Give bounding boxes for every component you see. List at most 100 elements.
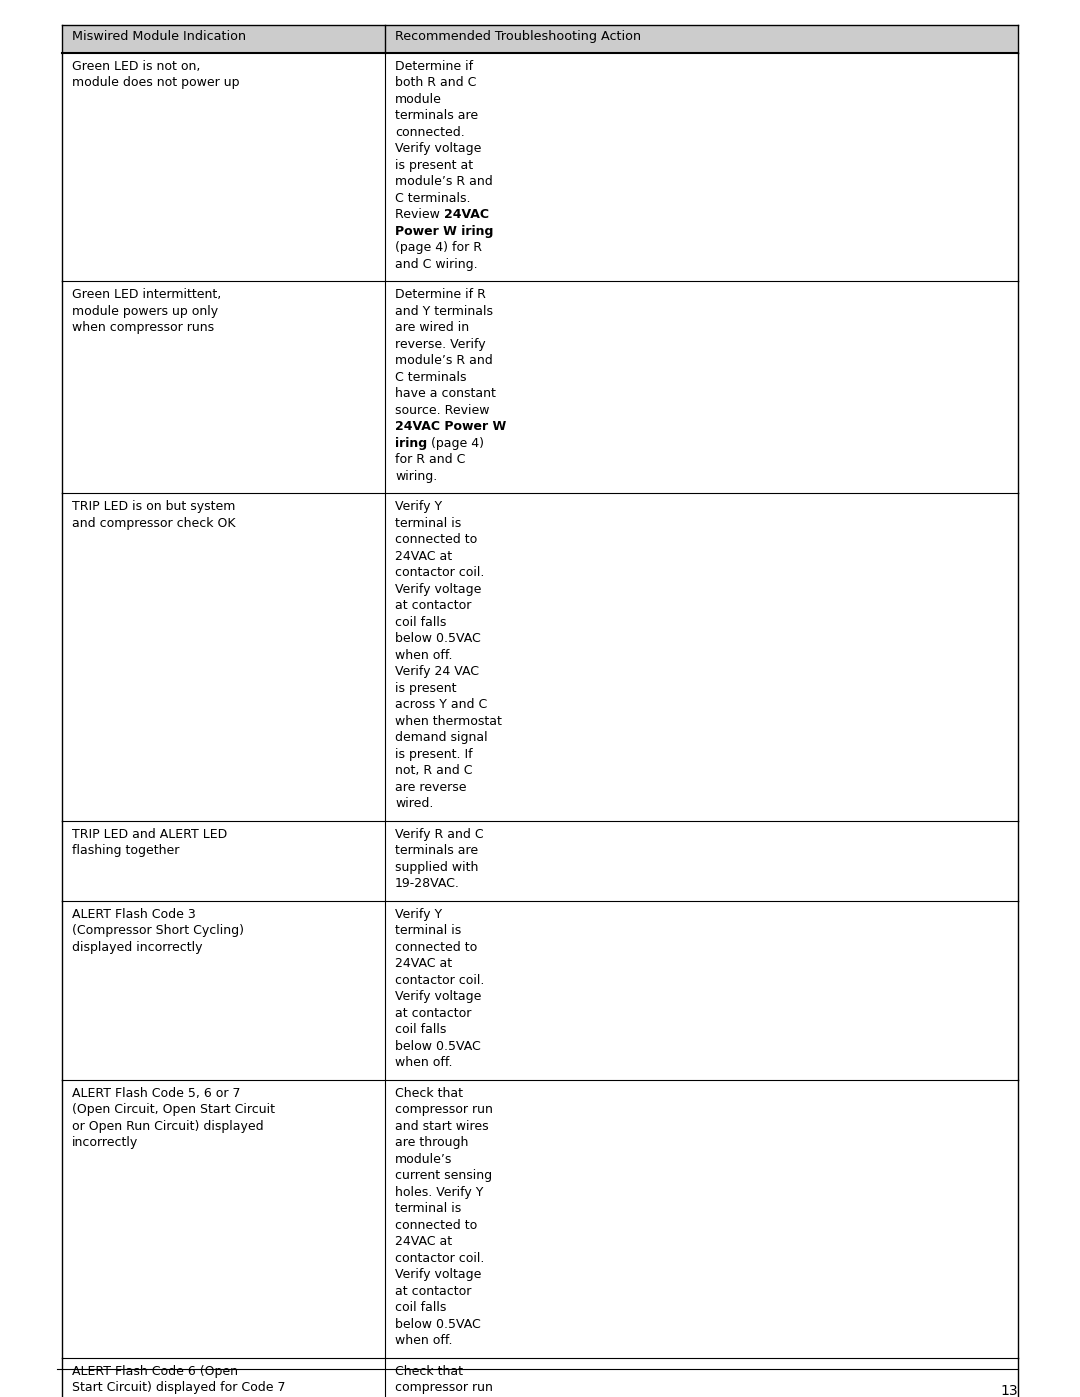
Text: and compressor check OK: and compressor check OK bbox=[71, 517, 235, 529]
Text: Check that: Check that bbox=[395, 1365, 463, 1377]
Text: coil falls: coil falls bbox=[395, 1301, 446, 1315]
Text: Verify voltage: Verify voltage bbox=[395, 1268, 482, 1281]
Text: at contactor: at contactor bbox=[395, 599, 471, 612]
Text: Verify voltage: Verify voltage bbox=[395, 990, 482, 1003]
Text: Verify voltage: Verify voltage bbox=[395, 583, 482, 595]
Text: 24VAC Power W: 24VAC Power W bbox=[395, 420, 507, 433]
Text: Power W iring: Power W iring bbox=[395, 225, 494, 237]
Text: Verify Y: Verify Y bbox=[395, 500, 442, 513]
Text: 24VAC: 24VAC bbox=[444, 208, 489, 221]
Text: module’s R and: module’s R and bbox=[395, 355, 492, 367]
Text: wiring.: wiring. bbox=[395, 469, 437, 483]
Text: module: module bbox=[395, 92, 442, 106]
Text: Green LED intermittent,: Green LED intermittent, bbox=[71, 288, 220, 302]
Text: terminal is: terminal is bbox=[395, 517, 461, 529]
Text: below 0.5VAC: below 0.5VAC bbox=[395, 1039, 481, 1053]
Text: terminals are: terminals are bbox=[395, 109, 478, 122]
Text: (page 4): (page 4) bbox=[427, 437, 484, 450]
Text: are reverse: are reverse bbox=[395, 781, 467, 793]
Text: 24VAC at: 24VAC at bbox=[395, 957, 453, 970]
Text: holes. Verify Y: holes. Verify Y bbox=[395, 1186, 484, 1199]
Text: Determine if: Determine if bbox=[395, 60, 473, 73]
Text: (page 4) for R: (page 4) for R bbox=[395, 242, 482, 254]
Text: contactor coil.: contactor coil. bbox=[395, 566, 484, 580]
Text: both R and C: both R and C bbox=[395, 77, 476, 89]
Text: demand signal: demand signal bbox=[395, 731, 487, 745]
Text: have a constant: have a constant bbox=[395, 387, 496, 400]
Text: terminal is: terminal is bbox=[395, 925, 461, 937]
Text: flashing together: flashing together bbox=[71, 844, 179, 858]
Text: below 0.5VAC: below 0.5VAC bbox=[395, 633, 481, 645]
Text: TRIP LED is on but system: TRIP LED is on but system bbox=[71, 500, 235, 513]
Text: connected to: connected to bbox=[395, 940, 477, 954]
Text: ALERT Flash Code 5, 6 or 7: ALERT Flash Code 5, 6 or 7 bbox=[71, 1087, 240, 1099]
Text: source. Review: source. Review bbox=[395, 404, 489, 416]
Text: is present: is present bbox=[395, 682, 457, 694]
Text: compressor run: compressor run bbox=[395, 1382, 492, 1394]
Text: Check that: Check that bbox=[395, 1087, 463, 1099]
Text: (Compressor Short Cycling): (Compressor Short Cycling) bbox=[71, 925, 244, 937]
Text: TRIP LED and ALERT LED: TRIP LED and ALERT LED bbox=[71, 827, 227, 841]
Text: Verify R and C: Verify R and C bbox=[395, 827, 484, 841]
Text: Verify Y: Verify Y bbox=[395, 908, 442, 921]
Text: when off.: when off. bbox=[395, 1334, 453, 1347]
Text: are through: are through bbox=[395, 1136, 469, 1150]
Text: when thermostat: when thermostat bbox=[395, 715, 502, 728]
Text: ALERT Flash Code 3: ALERT Flash Code 3 bbox=[71, 908, 195, 921]
Text: Start Circuit) displayed for Code 7: Start Circuit) displayed for Code 7 bbox=[71, 1382, 285, 1394]
Text: module’s R and: module’s R and bbox=[395, 175, 492, 189]
Text: wired.: wired. bbox=[395, 798, 433, 810]
Text: 24VAC at: 24VAC at bbox=[395, 1235, 453, 1248]
Text: for R and C: for R and C bbox=[395, 453, 465, 467]
Text: supplied with: supplied with bbox=[395, 861, 478, 873]
Text: incorrectly: incorrectly bbox=[71, 1136, 138, 1150]
Text: C terminals.: C terminals. bbox=[395, 191, 471, 205]
Text: when off.: when off. bbox=[395, 1056, 453, 1069]
Text: connected to: connected to bbox=[395, 534, 477, 546]
Text: iring: iring bbox=[395, 437, 427, 450]
Text: contactor coil.: contactor coil. bbox=[395, 974, 484, 986]
Text: coil falls: coil falls bbox=[395, 616, 446, 629]
Text: across Y and C: across Y and C bbox=[395, 698, 487, 711]
Text: Recommended Troubleshooting Action: Recommended Troubleshooting Action bbox=[395, 29, 642, 43]
Text: Verify voltage: Verify voltage bbox=[395, 142, 482, 155]
Text: is present. If: is present. If bbox=[395, 747, 473, 761]
Text: below 0.5VAC: below 0.5VAC bbox=[395, 1317, 481, 1331]
Text: coil falls: coil falls bbox=[395, 1023, 446, 1037]
Text: Determine if R: Determine if R bbox=[395, 288, 486, 302]
Text: and start wires: and start wires bbox=[395, 1120, 488, 1133]
Text: at contactor: at contactor bbox=[395, 1285, 471, 1298]
Text: when off.: when off. bbox=[395, 648, 453, 662]
Text: connected.: connected. bbox=[395, 126, 464, 138]
Text: not, R and C: not, R and C bbox=[395, 764, 472, 777]
Text: ALERT Flash Code 6 (Open: ALERT Flash Code 6 (Open bbox=[71, 1365, 238, 1377]
Text: contactor coil.: contactor coil. bbox=[395, 1252, 484, 1264]
Text: and Y terminals: and Y terminals bbox=[395, 305, 492, 317]
Text: when compressor runs: when compressor runs bbox=[71, 321, 214, 334]
Text: terminal is: terminal is bbox=[395, 1203, 461, 1215]
Text: 19-28VAC.: 19-28VAC. bbox=[395, 877, 460, 890]
Text: connected to: connected to bbox=[395, 1218, 477, 1232]
Text: module’s: module’s bbox=[395, 1153, 453, 1165]
Text: at contactor: at contactor bbox=[395, 1007, 471, 1020]
Text: terminals are: terminals are bbox=[395, 844, 478, 858]
Text: module powers up only: module powers up only bbox=[71, 305, 218, 317]
Text: 13: 13 bbox=[1001, 1384, 1018, 1397]
Text: module does not power up: module does not power up bbox=[71, 77, 239, 89]
Text: Miswired Module Indication: Miswired Module Indication bbox=[71, 29, 245, 43]
Text: Verify 24 VAC: Verify 24 VAC bbox=[395, 665, 480, 678]
Text: (Open Circuit, Open Start Circuit: (Open Circuit, Open Start Circuit bbox=[71, 1104, 274, 1116]
Text: and C wiring.: and C wiring. bbox=[395, 257, 477, 271]
Text: displayed incorrectly: displayed incorrectly bbox=[71, 940, 202, 954]
Text: reverse. Verify: reverse. Verify bbox=[395, 338, 486, 351]
Text: are wired in: are wired in bbox=[395, 321, 469, 334]
Text: C terminals: C terminals bbox=[395, 370, 467, 384]
Text: is present at: is present at bbox=[395, 159, 473, 172]
Text: Review: Review bbox=[395, 208, 444, 221]
Text: compressor run: compressor run bbox=[395, 1104, 492, 1116]
Bar bbox=[62, 25, 1018, 53]
Text: 24VAC at: 24VAC at bbox=[395, 549, 453, 563]
Text: Green LED is not on,: Green LED is not on, bbox=[71, 60, 200, 73]
Text: current sensing: current sensing bbox=[395, 1169, 492, 1182]
Text: or Open Run Circuit) displayed: or Open Run Circuit) displayed bbox=[71, 1120, 264, 1133]
